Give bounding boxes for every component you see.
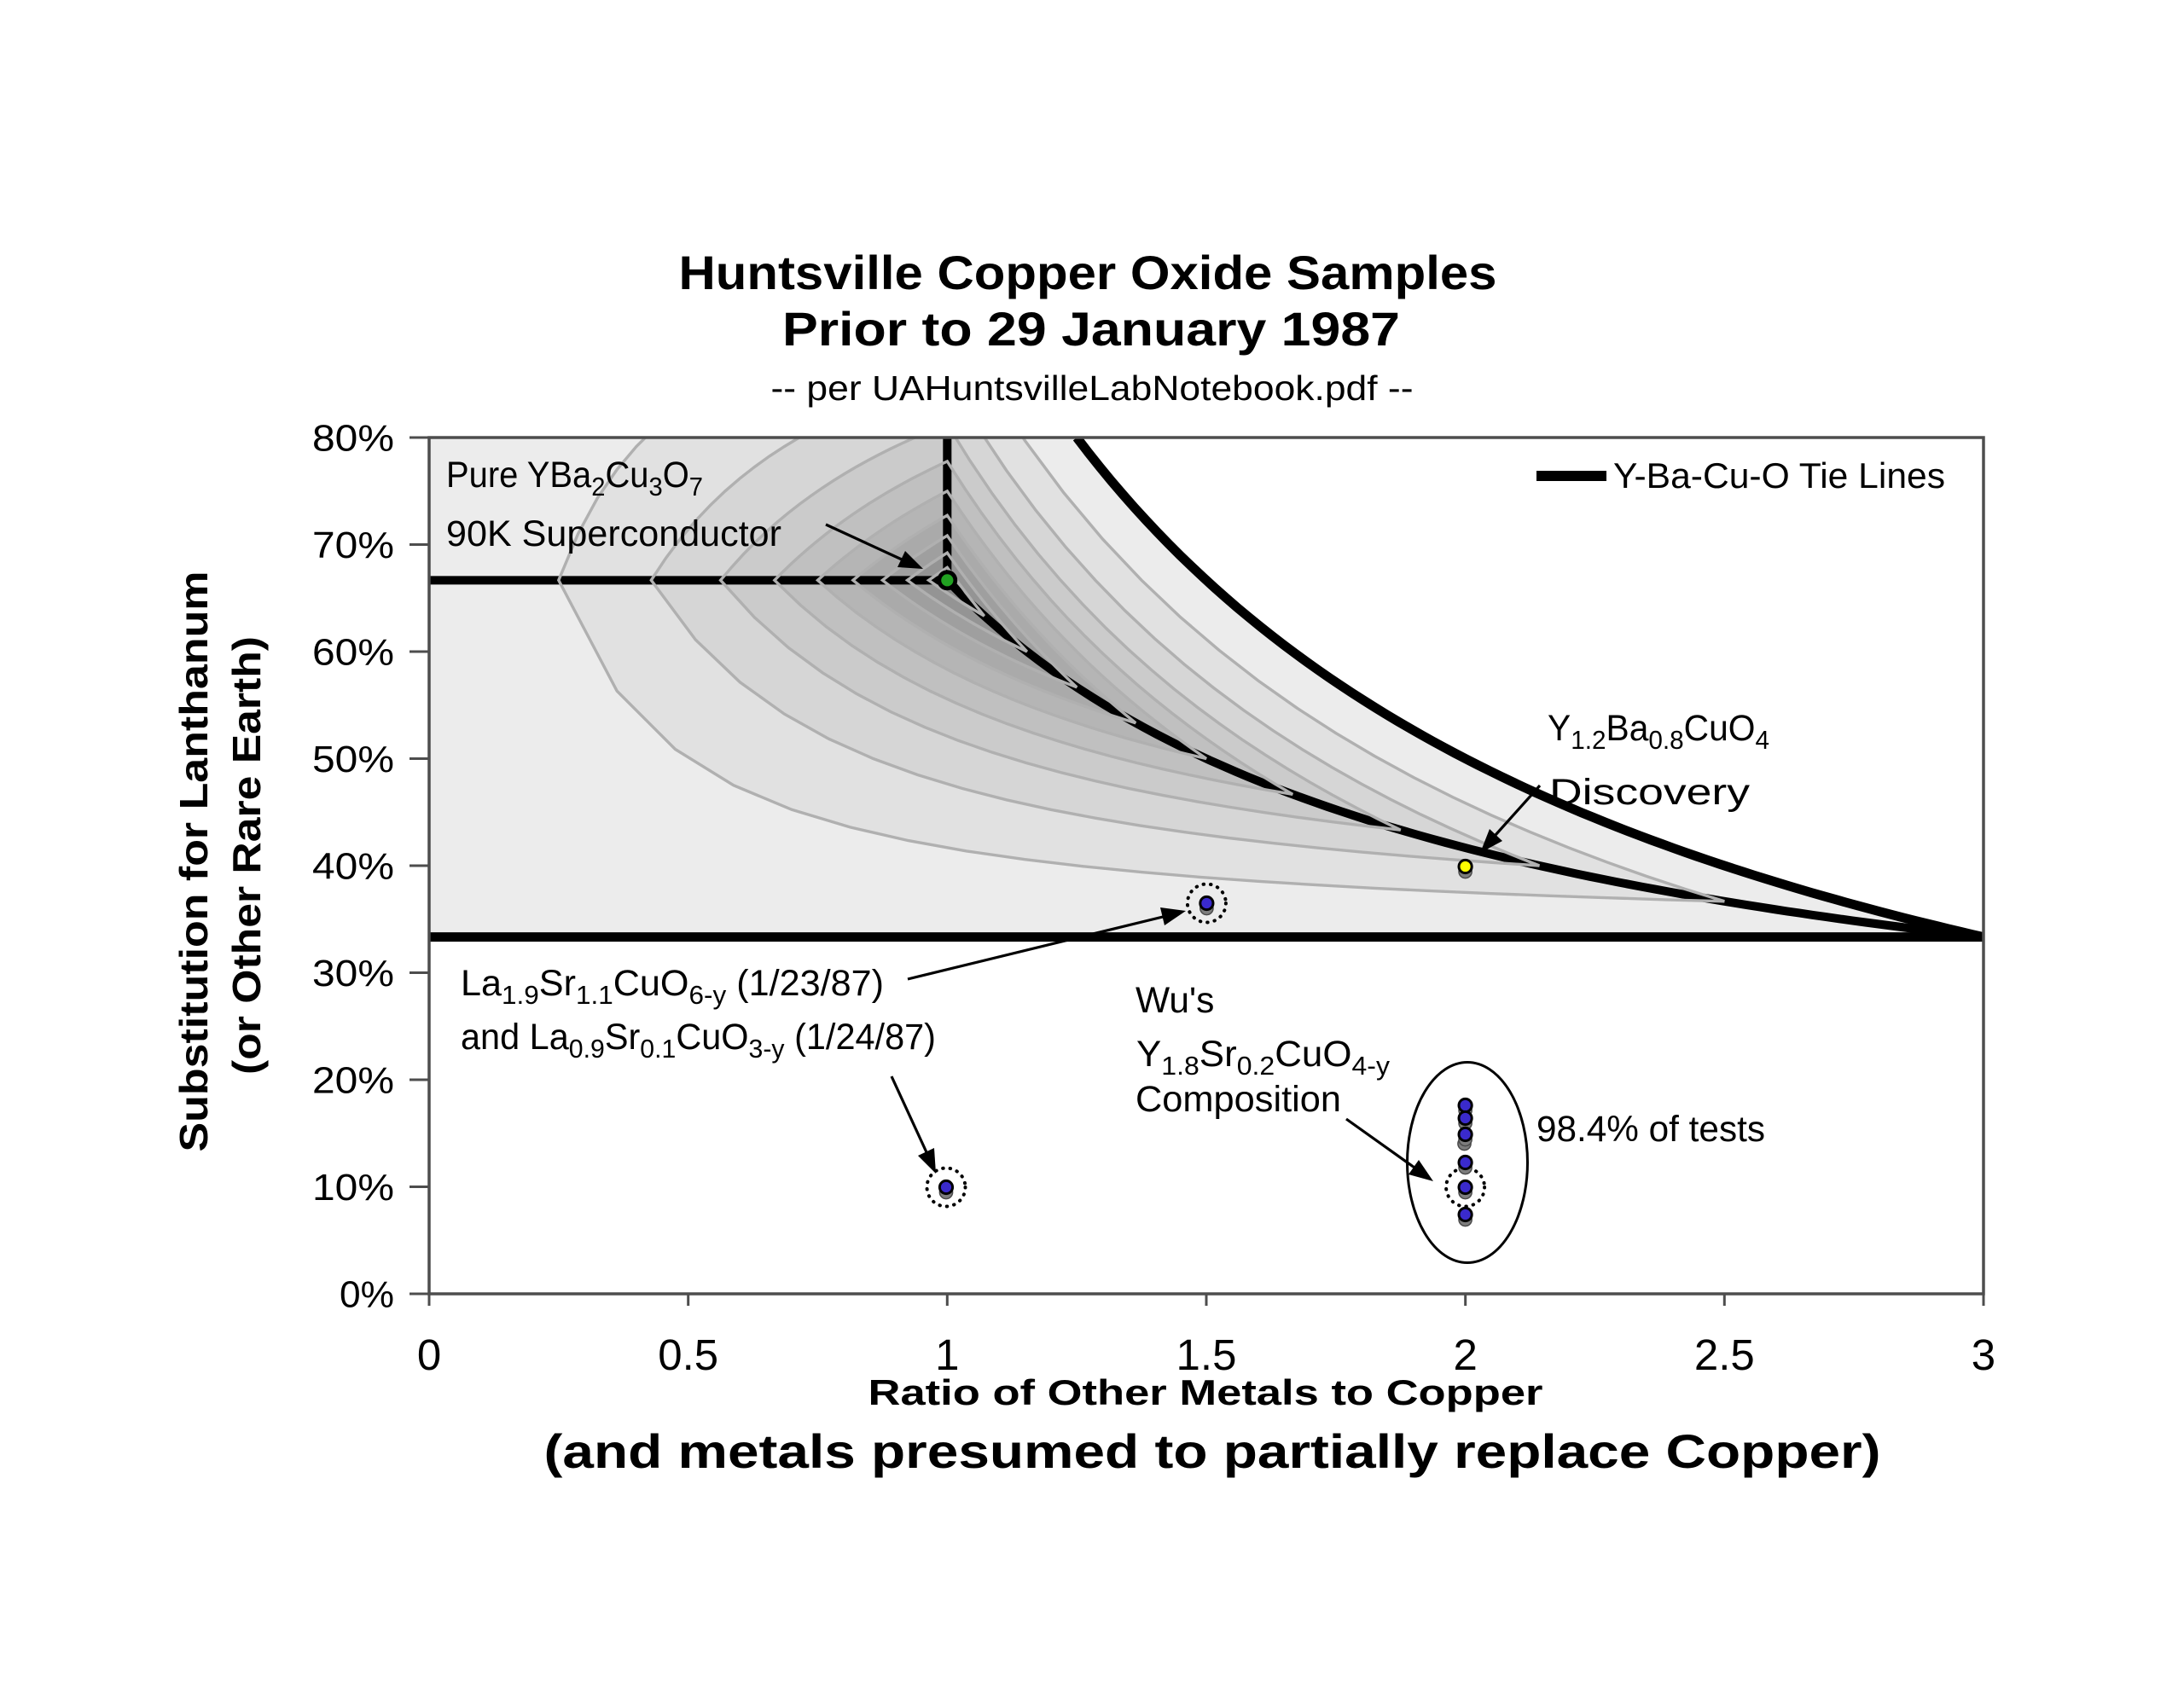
svg-text:Y1.8Sr0.2CuO4-y: Y1.8Sr0.2CuO4-y	[1136, 1035, 1391, 1081]
svg-text:60%: 60%	[312, 632, 394, 674]
svg-text:3: 3	[1972, 1330, 1995, 1379]
svg-text:Prior to 29 January 1987: Prior to 29 January 1987	[782, 303, 1400, 356]
svg-text:Y-Ba-Cu-O Tie Lines: Y-Ba-Cu-O Tie Lines	[1613, 455, 1945, 496]
svg-text:Ratio of Other Metals to Coppe: Ratio of Other Metals to Copper	[868, 1372, 1543, 1412]
svg-text:-- per UAHuntsvilleLabNotebook: -- per UAHuntsvilleLabNotebook.pdf --	[771, 368, 1414, 408]
svg-text:98.4% of tests: 98.4% of tests	[1536, 1110, 1765, 1150]
svg-text:La1.9Sr1.1CuO6-y (1/23/87): La1.9Sr1.1CuO6-y (1/23/87)	[461, 964, 884, 1010]
svg-text:and La0.9Sr0.1CuO3-y (1/24/87): and La0.9Sr0.1CuO3-y (1/24/87)	[461, 1017, 936, 1064]
svg-text:Wu's: Wu's	[1136, 981, 1214, 1021]
svg-text:2.5: 2.5	[1694, 1330, 1755, 1379]
svg-text:1: 1	[935, 1330, 959, 1379]
svg-text:(and metals presumed to partia: (and metals presumed to partially replac…	[544, 1424, 1881, 1478]
svg-text:0%: 0%	[340, 1274, 394, 1316]
svg-text:10%: 10%	[312, 1167, 394, 1209]
svg-text:80%: 80%	[312, 418, 394, 460]
svg-text:Discovery: Discovery	[1549, 773, 1751, 813]
svg-text:0: 0	[417, 1330, 441, 1379]
svg-text:Substitution for Lanthanum: Substitution for Lanthanum	[171, 571, 216, 1152]
svg-text:30%: 30%	[312, 953, 394, 994]
svg-text:50%: 50%	[312, 739, 394, 780]
svg-text:70%: 70%	[312, 525, 394, 566]
svg-text:Composition: Composition	[1136, 1080, 1341, 1120]
svg-text:(or Other Rare Earth): (or Other Rare Earth)	[224, 636, 269, 1075]
svg-text:Y1.2Ba0.8CuO4: Y1.2Ba0.8CuO4	[1548, 709, 1769, 755]
svg-text:Pure YBa2Cu3O7: Pure YBa2Cu3O7	[446, 455, 703, 501]
svg-text:Huntsville Copper Oxide Sample: Huntsville Copper Oxide Samples	[679, 246, 1497, 299]
svg-text:0.5: 0.5	[658, 1330, 718, 1379]
svg-text:1.5: 1.5	[1176, 1330, 1237, 1379]
svg-text:40%: 40%	[312, 846, 394, 888]
svg-text:2: 2	[1453, 1330, 1477, 1379]
svg-text:90K Superconductor: 90K Superconductor	[446, 514, 781, 554]
svg-text:20%: 20%	[312, 1060, 394, 1102]
